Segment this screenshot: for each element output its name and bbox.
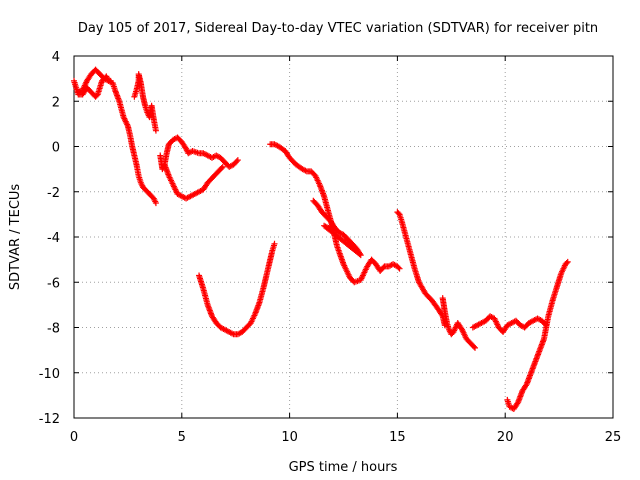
data-point — [152, 127, 159, 134]
data-point — [564, 258, 571, 265]
ticks: 0 5 10 15 20 25 -12 -10 -8 -6 -4 -2 0 2 4 — [39, 50, 622, 445]
series-seg4 — [157, 134, 241, 173]
series-seg6 — [196, 240, 278, 338]
data-point — [234, 157, 241, 164]
data-point — [563, 260, 570, 267]
data-point — [329, 222, 336, 229]
data-point — [472, 344, 479, 351]
chart-title: Day 105 of 2017, Sidereal Day-to-day VTE… — [78, 21, 598, 36]
x-tick-label: 25 — [605, 430, 622, 445]
data-point — [219, 163, 226, 170]
data-point — [271, 240, 278, 247]
x-tick-label: 15 — [389, 430, 406, 445]
data-point — [218, 164, 225, 171]
y-tick-label: 0 — [52, 141, 60, 156]
x-axis-label: GPS time / hours — [289, 460, 398, 475]
y-tick-label: -2 — [47, 186, 60, 201]
data-point — [395, 264, 402, 271]
series-seg3 — [131, 71, 159, 134]
x-tick-label: 5 — [178, 430, 186, 445]
y-tick-label: -10 — [39, 367, 60, 382]
x-tick-label: 10 — [281, 430, 298, 445]
x-tick-label: 0 — [70, 430, 78, 445]
grid — [74, 56, 613, 418]
data-point — [152, 200, 159, 207]
series-seg7 — [267, 141, 403, 286]
series-seg5 — [161, 161, 226, 202]
data-marks — [71, 66, 571, 412]
y-tick-label: 4 — [52, 50, 60, 65]
series-seg10 — [439, 295, 479, 351]
x-tick-label: 20 — [497, 430, 514, 445]
series-seg8 — [310, 197, 364, 259]
series-seg2 — [75, 66, 114, 96]
y-axis-label: SDTVAR / TECUs — [8, 184, 23, 291]
y-tick-label: -4 — [47, 231, 60, 246]
y-tick-label: -8 — [47, 322, 60, 337]
data-point — [396, 265, 403, 272]
data-point — [470, 343, 477, 350]
data-point — [107, 77, 114, 84]
y-tick-label: 2 — [52, 95, 60, 110]
y-tick-label: -6 — [47, 276, 60, 291]
series-seg11 — [469, 313, 550, 336]
data-point — [233, 158, 240, 165]
y-tick-label: -12 — [39, 412, 60, 427]
series-seg9 — [394, 209, 448, 329]
series-seg12 — [504, 258, 571, 412]
series-seg1 — [71, 73, 159, 207]
